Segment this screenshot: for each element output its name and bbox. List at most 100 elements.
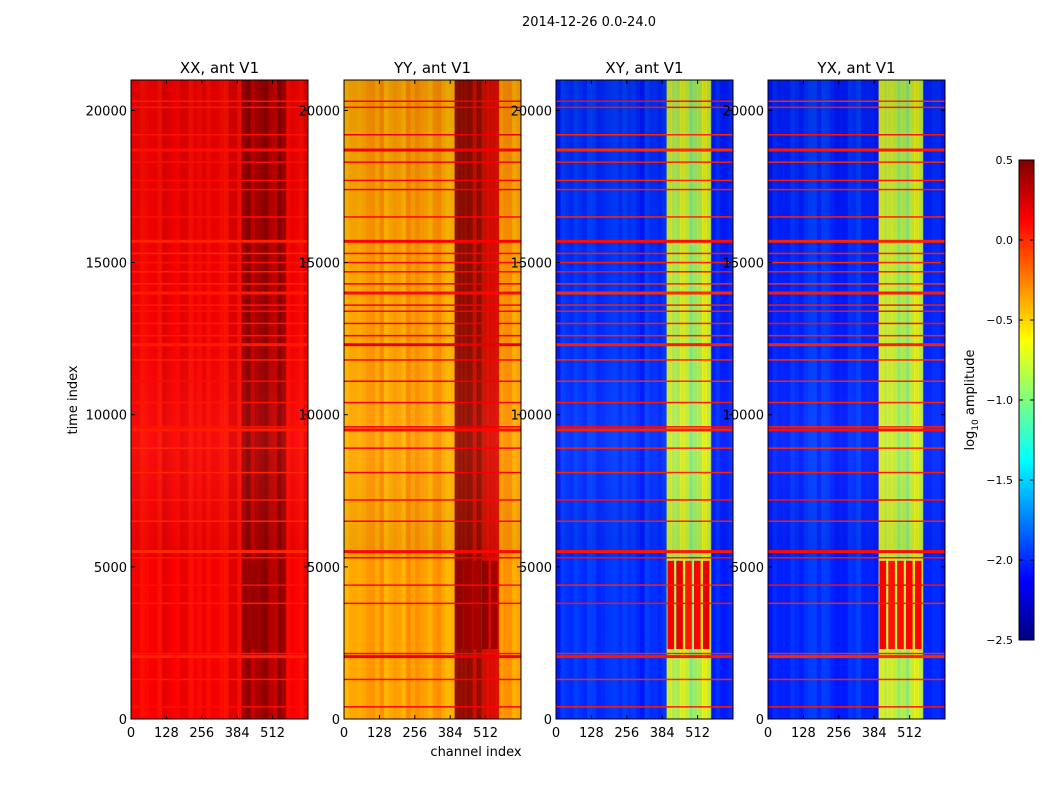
heatmap-shade — [556, 80, 733, 558]
flag-row — [556, 310, 733, 312]
flag-row — [768, 359, 945, 361]
heatmap-block — [482, 560, 489, 649]
panel-frame — [343, 79, 522, 720]
flag-row — [556, 471, 733, 474]
colorbar-tick-label: −2.0 — [986, 554, 1013, 567]
flag-row — [131, 334, 308, 337]
flag-row — [768, 100, 945, 102]
y-tick-label: 20000 — [86, 104, 127, 119]
flag-row — [131, 706, 308, 708]
colorbar-label-suffix: amplitude — [963, 349, 978, 419]
flag-row — [768, 161, 945, 163]
flag-row — [768, 557, 945, 559]
flag-row — [556, 426, 733, 428]
flag-row — [344, 426, 521, 428]
heatmap-block — [685, 560, 692, 649]
x-tick-label: 256 — [189, 726, 214, 741]
panel-3: XY, ant V1 0 128 256 384 512 0 5000 10000 15000 20… — [511, 59, 734, 741]
flag-row — [768, 550, 945, 554]
heatmap-block — [879, 560, 887, 649]
y-tick-label: 15000 — [723, 257, 764, 272]
flag-row — [768, 499, 945, 501]
flag-row — [344, 304, 521, 306]
flag-row — [131, 148, 308, 152]
x-tick-label: 128 — [154, 726, 179, 741]
flag-row — [131, 106, 308, 109]
flag-row — [344, 652, 521, 655]
flag-row — [131, 261, 308, 264]
flag-row — [768, 447, 945, 449]
flag-row — [131, 134, 308, 136]
flag-row — [344, 557, 521, 559]
y-tick-label: 0 — [332, 713, 340, 728]
panel-title: XX, ant V1 — [180, 59, 259, 77]
flag-row — [131, 283, 308, 285]
flag-row — [344, 706, 521, 708]
flag-row — [768, 148, 945, 152]
flag-row — [344, 678, 521, 681]
y-tick-label: 15000 — [86, 257, 127, 272]
flag-row — [768, 471, 945, 474]
x-tick-label: 128 — [367, 726, 392, 741]
heatmap-block — [897, 560, 904, 649]
flag-row — [556, 188, 733, 191]
flag-row — [768, 310, 945, 312]
flag-row — [556, 447, 733, 449]
flag-row — [344, 271, 521, 273]
flag-row — [556, 652, 733, 655]
flag-row — [131, 100, 308, 102]
flag-row — [131, 216, 308, 218]
heatmap-block — [694, 560, 701, 649]
flag-row — [131, 499, 308, 501]
heatmap-block — [676, 560, 683, 649]
flag-row — [768, 652, 945, 655]
flag-row — [768, 271, 945, 273]
flag-row — [768, 655, 945, 659]
flag-row — [768, 380, 945, 382]
colorbar-tick-label: −2.5 — [986, 634, 1013, 647]
flag-row — [131, 655, 308, 659]
flag-row — [556, 216, 733, 218]
heatmap-3 — [556, 80, 733, 719]
flag-row — [768, 520, 945, 522]
flag-row — [556, 550, 733, 554]
flag-row — [556, 304, 733, 306]
heatmap-block — [260, 560, 267, 649]
flag-row — [131, 322, 308, 325]
heatmap-block — [242, 560, 250, 649]
flag-row — [556, 291, 733, 295]
flag-row — [768, 678, 945, 681]
flag-row — [344, 471, 521, 474]
heatmap-shade — [344, 80, 521, 558]
heatmap-block — [455, 560, 463, 649]
flag-row — [344, 134, 521, 136]
heatmap-4 — [768, 80, 945, 719]
panel-frame — [130, 79, 309, 720]
colorbar-tick-label: −1.0 — [986, 394, 1013, 407]
flag-row — [131, 304, 308, 306]
flag-row — [131, 188, 308, 191]
flag-row — [344, 148, 521, 152]
flag-row — [556, 655, 733, 659]
panels: XX, ant V1 0 128 256 384 512 0 5000 10000 15000 20… — [86, 59, 946, 741]
flag-row — [131, 239, 308, 243]
y-tick-label: 5000 — [94, 561, 127, 576]
flag-row — [556, 148, 733, 152]
y-tick-label: 20000 — [299, 104, 340, 119]
flag-row — [768, 334, 945, 337]
colorbar: 0.5 0.0 −0.5 −1.0 −1.5 −2.0 −2.5 log10 amplitu… — [963, 154, 1035, 647]
heatmap-block — [277, 560, 285, 649]
flag-row — [131, 161, 308, 163]
x-tick-label: 0 — [764, 726, 772, 741]
flag-row — [556, 678, 733, 681]
y-tick-label: 20000 — [511, 104, 552, 119]
flag-row — [556, 283, 733, 285]
flag-row — [556, 271, 733, 273]
flag-row — [768, 283, 945, 285]
flag-row — [344, 291, 521, 295]
flag-row — [768, 291, 945, 295]
flag-row — [556, 334, 733, 337]
heatmap-shade — [131, 80, 308, 558]
flag-row — [131, 359, 308, 361]
x-tick-label: 0 — [340, 726, 348, 741]
